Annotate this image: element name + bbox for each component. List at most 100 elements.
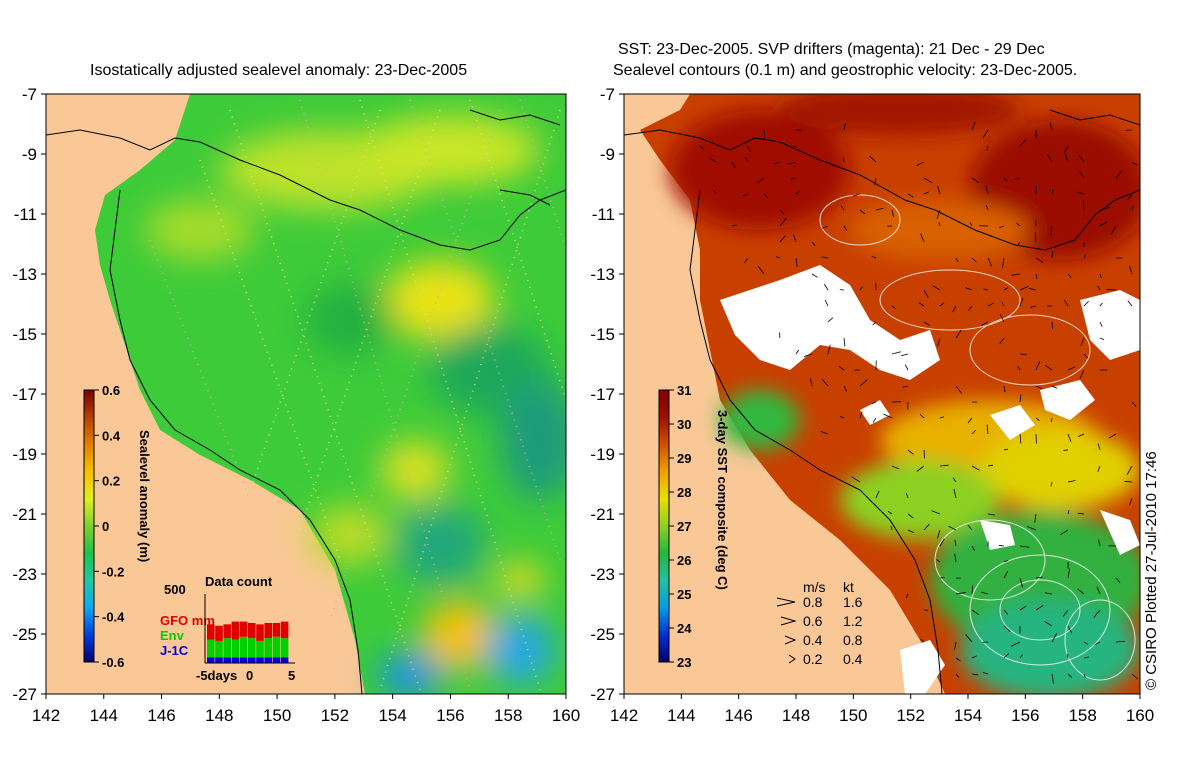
legend-gfo: GFO mm <box>160 613 215 628</box>
right-lat-tick--19: -19 <box>590 445 615 464</box>
left-map-title: Isostatically adjusted sealevel anomaly:… <box>90 62 468 79</box>
data-count-inset: Data count 500 GFO mm Env J-1C -5days 0 … <box>160 574 295 683</box>
sst-colorbar-tick-26: 26 <box>677 553 691 568</box>
left-lat-tick--7: -7 <box>22 85 37 104</box>
velocity-kt-1: 1.2 <box>843 613 863 629</box>
sst-colorbar-tick-28: 28 <box>677 485 691 500</box>
count-bar-env-0 <box>207 639 215 658</box>
count-bar-gfo-0 <box>207 624 215 640</box>
sealevel-colorbar: 0.6 0.4 0.2 0 -0.2 -0.4 -0.6 Sealevel anomaly … <box>83 383 152 670</box>
sst-colorbar-tick-23: 23 <box>677 655 691 670</box>
left-lat-tick--25: -25 <box>12 625 37 644</box>
sealevel-contours <box>819 194 1136 681</box>
sst-colorbar-tick-27: 27 <box>677 519 691 534</box>
altimeter-tracks <box>149 99 566 691</box>
sst-colorbar-tick-30: 30 <box>677 417 691 432</box>
sst-colorbar-tick-25: 25 <box>677 587 691 602</box>
right-lat-tick--17: -17 <box>590 385 615 404</box>
right-lat-tick--15: -15 <box>590 325 615 344</box>
count-bar-env-3 <box>231 639 240 658</box>
sealevel-anomaly-map <box>45 93 567 695</box>
left-lon-tick-150: 150 <box>263 706 291 725</box>
velocity-scale-arrow-0 <box>776 597 796 607</box>
sealevel-field <box>95 94 566 694</box>
left-lat-tick--11: -11 <box>14 205 37 224</box>
right-lat-tick--23: -23 <box>590 565 615 584</box>
sealevel-colorbar-tick-0.4: 0.4 <box>102 428 121 443</box>
left-lat-tick--15: -15 <box>12 325 37 344</box>
sealevel-colorbar-tick-0: 0 <box>102 519 109 534</box>
right-map-title-line2: Sealevel contours (0.1 m) and geostrophi… <box>613 62 1078 79</box>
count-bar-gfo-4 <box>239 621 248 637</box>
velocity-ms-2: 0.4 <box>803 632 823 648</box>
count-bar-j1c-5 <box>248 657 256 663</box>
right-lat-tick--9: -9 <box>600 145 615 164</box>
velocity-legend: m/s kt 0.8 1.6 0.6 1.2 0.4 0.8 0.2 0.4 <box>776 579 863 667</box>
right-lon-tick-154: 154 <box>954 706 982 725</box>
count-bar-env-6 <box>256 640 264 658</box>
velocity-header-kt: kt <box>843 579 854 595</box>
right-map-title-line1: SST: 23-Dec-2005. SVP drifters (magenta)… <box>618 41 1045 58</box>
right-lat-tick--11: -11 <box>592 205 615 224</box>
legend-env: Env <box>160 628 185 643</box>
right-lat-tick--27: -27 <box>590 685 615 704</box>
right-lon-tick-146: 146 <box>724 706 752 725</box>
count-bar-gfo-3 <box>231 621 240 640</box>
right-lat-tick--21: -21 <box>590 505 615 524</box>
left-lat-tick--9: -9 <box>22 145 37 164</box>
right-lon-tick-142: 142 <box>610 706 638 725</box>
geostrophic-velocity-arrows <box>699 121 1138 684</box>
count-xlabel-start: -5days <box>196 668 237 683</box>
sealevel-colorbar-tick--0.2: -0.2 <box>102 564 124 579</box>
count-bar-env-5 <box>248 638 256 658</box>
count-bar-j1c-7 <box>264 657 272 663</box>
data-count-title: Data count <box>205 574 273 589</box>
coastline <box>46 109 566 694</box>
count-xlabel-zero: 0 <box>246 668 253 683</box>
velocity-scale-arrow-2 <box>784 635 797 645</box>
count-bar-j1c-6 <box>256 657 264 663</box>
left-lat-tick--13: -13 <box>12 265 37 284</box>
sealevel-colorbar-tick--0.4: -0.4 <box>102 610 125 625</box>
sst-field <box>640 94 1140 694</box>
count-bar-gfo-9 <box>280 621 289 639</box>
right-lon-tick-160: 160 <box>1126 706 1154 725</box>
right-lon-tick-150: 150 <box>839 706 867 725</box>
velocity-ms-1: 0.6 <box>803 613 823 629</box>
count-bar-j1c-1 <box>215 657 223 663</box>
velocity-kt-2: 0.8 <box>843 632 863 648</box>
left-lat-tick--21: -21 <box>12 505 37 524</box>
velocity-kt-3: 0.4 <box>843 651 863 667</box>
left-lon-tick-156: 156 <box>436 706 464 725</box>
right-lat-tick--7: -7 <box>600 85 615 104</box>
left-lon-tick-160: 160 <box>552 706 580 725</box>
count-bar-gfo-1 <box>215 625 223 641</box>
right-lon-tick-156: 156 <box>1011 706 1039 725</box>
left-lat-tick--27: -27 <box>12 685 37 704</box>
right-lon-tick-152: 152 <box>896 706 924 725</box>
count-bar-env-1 <box>215 640 223 658</box>
left-lon-tick-146: 146 <box>147 706 175 725</box>
velocity-ms-0: 0.8 <box>803 594 823 610</box>
count-bar-env-2 <box>223 638 231 658</box>
right-lon-tick-144: 144 <box>667 706 695 725</box>
count-bar-gfo-2 <box>223 624 231 639</box>
velocity-kt-0: 1.6 <box>843 594 863 610</box>
right-lon-tick-148: 148 <box>782 706 810 725</box>
legend-j1c: J-1C <box>160 643 189 658</box>
count-bar-j1c-2 <box>223 657 231 663</box>
count-bar-gfo-7 <box>264 622 272 639</box>
count-bar-j1c-3 <box>231 657 240 663</box>
axes: 142 144 146 148 150 152 154 156 158 160 -7 -9 -11 -13… <box>12 85 1154 725</box>
right-lat-tick--13: -13 <box>590 265 615 284</box>
left-lon-tick-158: 158 <box>494 706 522 725</box>
count-bar-env-8 <box>272 636 281 658</box>
velocity-scale-arrow-1 <box>780 616 797 626</box>
left-lat-tick--19: -19 <box>12 445 37 464</box>
sealevel-colorbar-tick-0.2: 0.2 <box>102 474 120 489</box>
sealevel-colorbar-tick-0.6: 0.6 <box>102 383 120 398</box>
sst-colorbar-tick-31: 31 <box>677 383 691 398</box>
count-bar-j1c-8 <box>272 657 281 663</box>
data-count-ymax: 500 <box>164 582 186 597</box>
right-lat-tick--25: -25 <box>590 625 615 644</box>
